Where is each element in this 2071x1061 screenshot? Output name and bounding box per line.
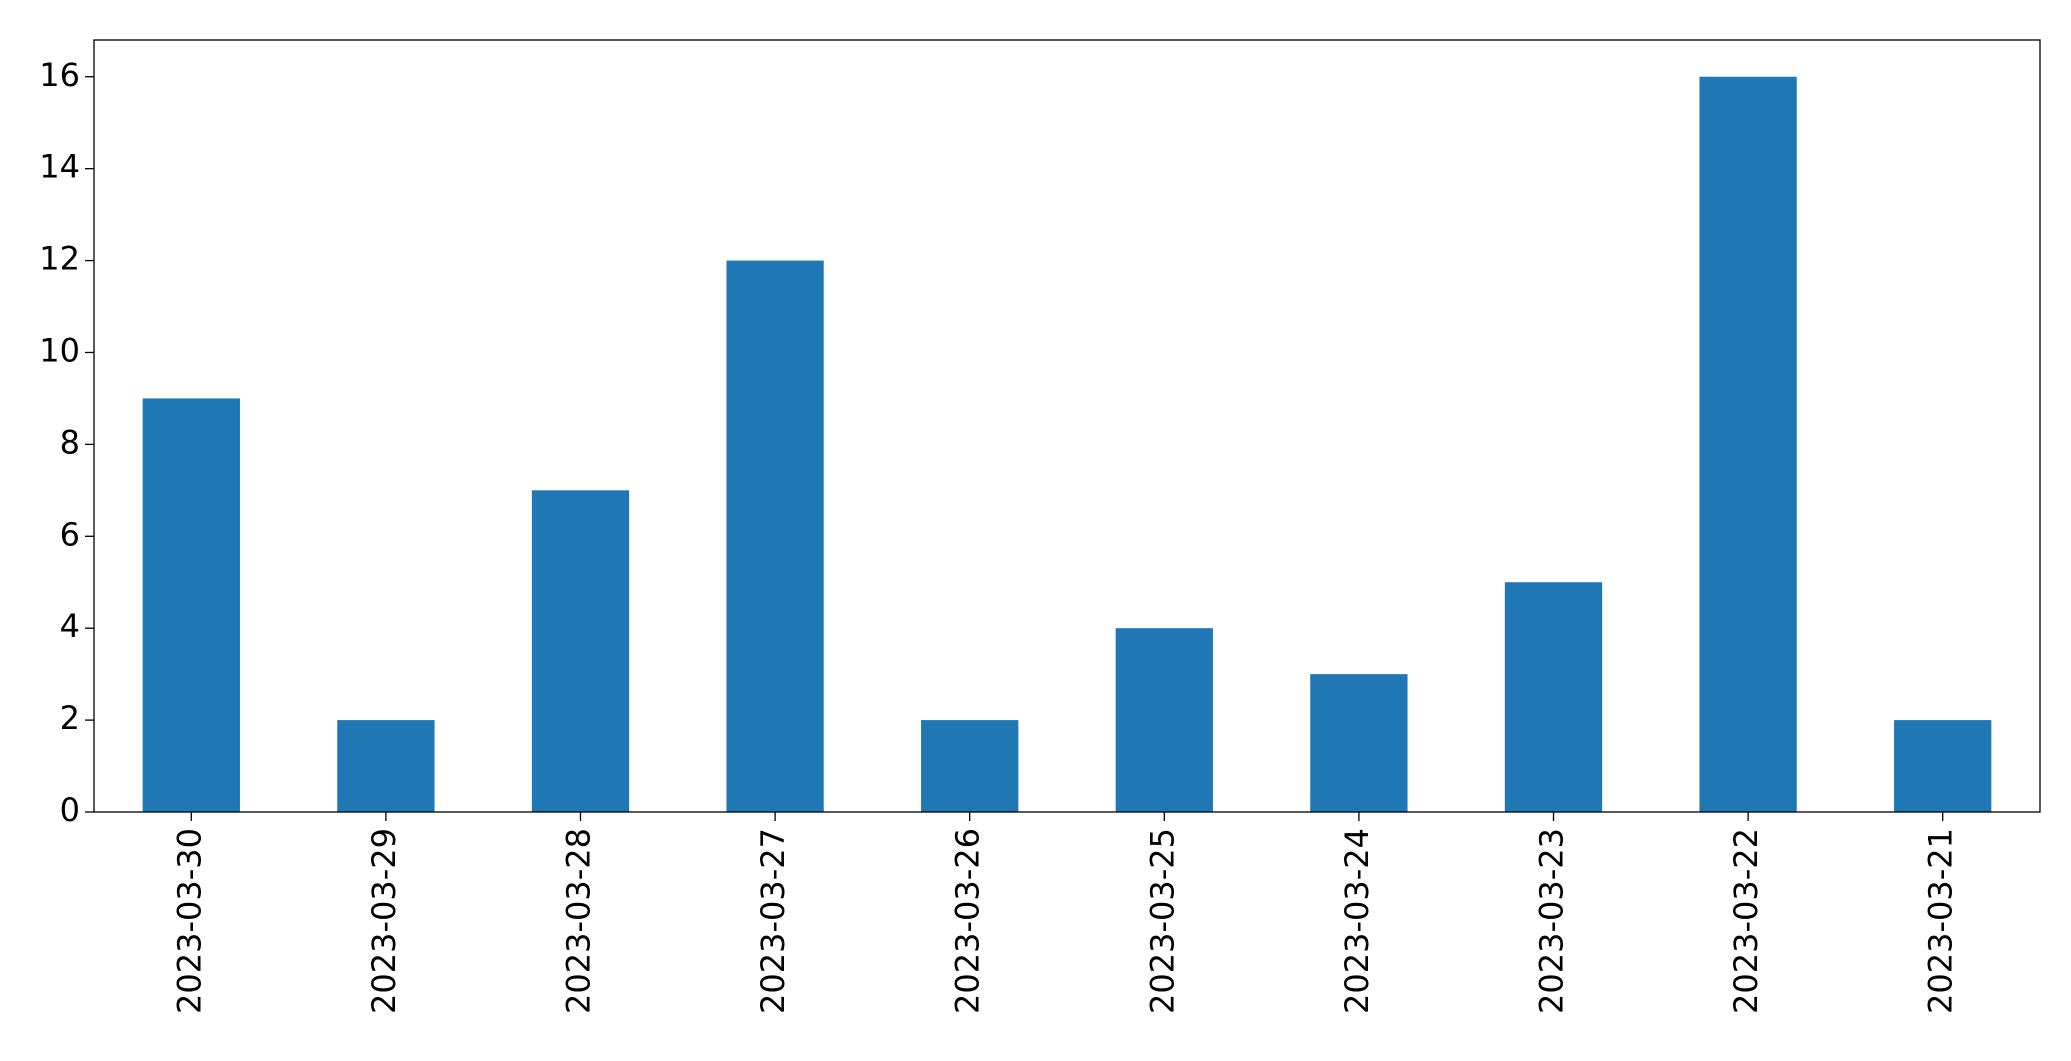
y-tick-label: 16 [39, 56, 80, 94]
y-tick-label: 10 [39, 331, 80, 369]
y-tick-label: 0 [60, 791, 80, 829]
x-tick-label: 2023-03-24 [1338, 828, 1376, 1014]
bar [337, 720, 435, 812]
plot-frame [93, 39, 2041, 813]
x-tick-label: 2023-03-25 [1143, 828, 1181, 1014]
bar [1310, 674, 1408, 812]
x-tick-label: 2023-03-23 [1533, 828, 1571, 1014]
x-tick-label: 2023-03-28 [560, 828, 598, 1014]
bar [531, 490, 630, 812]
x-tick-label: 2023-03-22 [1727, 828, 1765, 1014]
x-tick-label: 2023-03-29 [365, 828, 403, 1014]
bar [1699, 76, 1797, 812]
bar [921, 720, 1019, 812]
x-tick-label: 2023-03-30 [170, 828, 208, 1014]
y-tick-label: 6 [60, 515, 80, 553]
bar [1115, 628, 1213, 812]
y-tick-label: 12 [39, 240, 80, 278]
y-tick-label: 2 [60, 699, 80, 737]
bar [1504, 582, 1603, 812]
x-tick-label: 2023-03-21 [1922, 828, 1960, 1014]
y-tick-label: 4 [60, 607, 80, 645]
bar [1894, 720, 1992, 812]
bar [142, 398, 240, 812]
y-tick-label: 14 [39, 148, 80, 186]
x-tick-label: 2023-03-27 [754, 828, 792, 1014]
y-tick-label: 8 [60, 423, 80, 461]
bar [726, 260, 824, 813]
x-tick-label: 2023-03-26 [949, 828, 987, 1014]
